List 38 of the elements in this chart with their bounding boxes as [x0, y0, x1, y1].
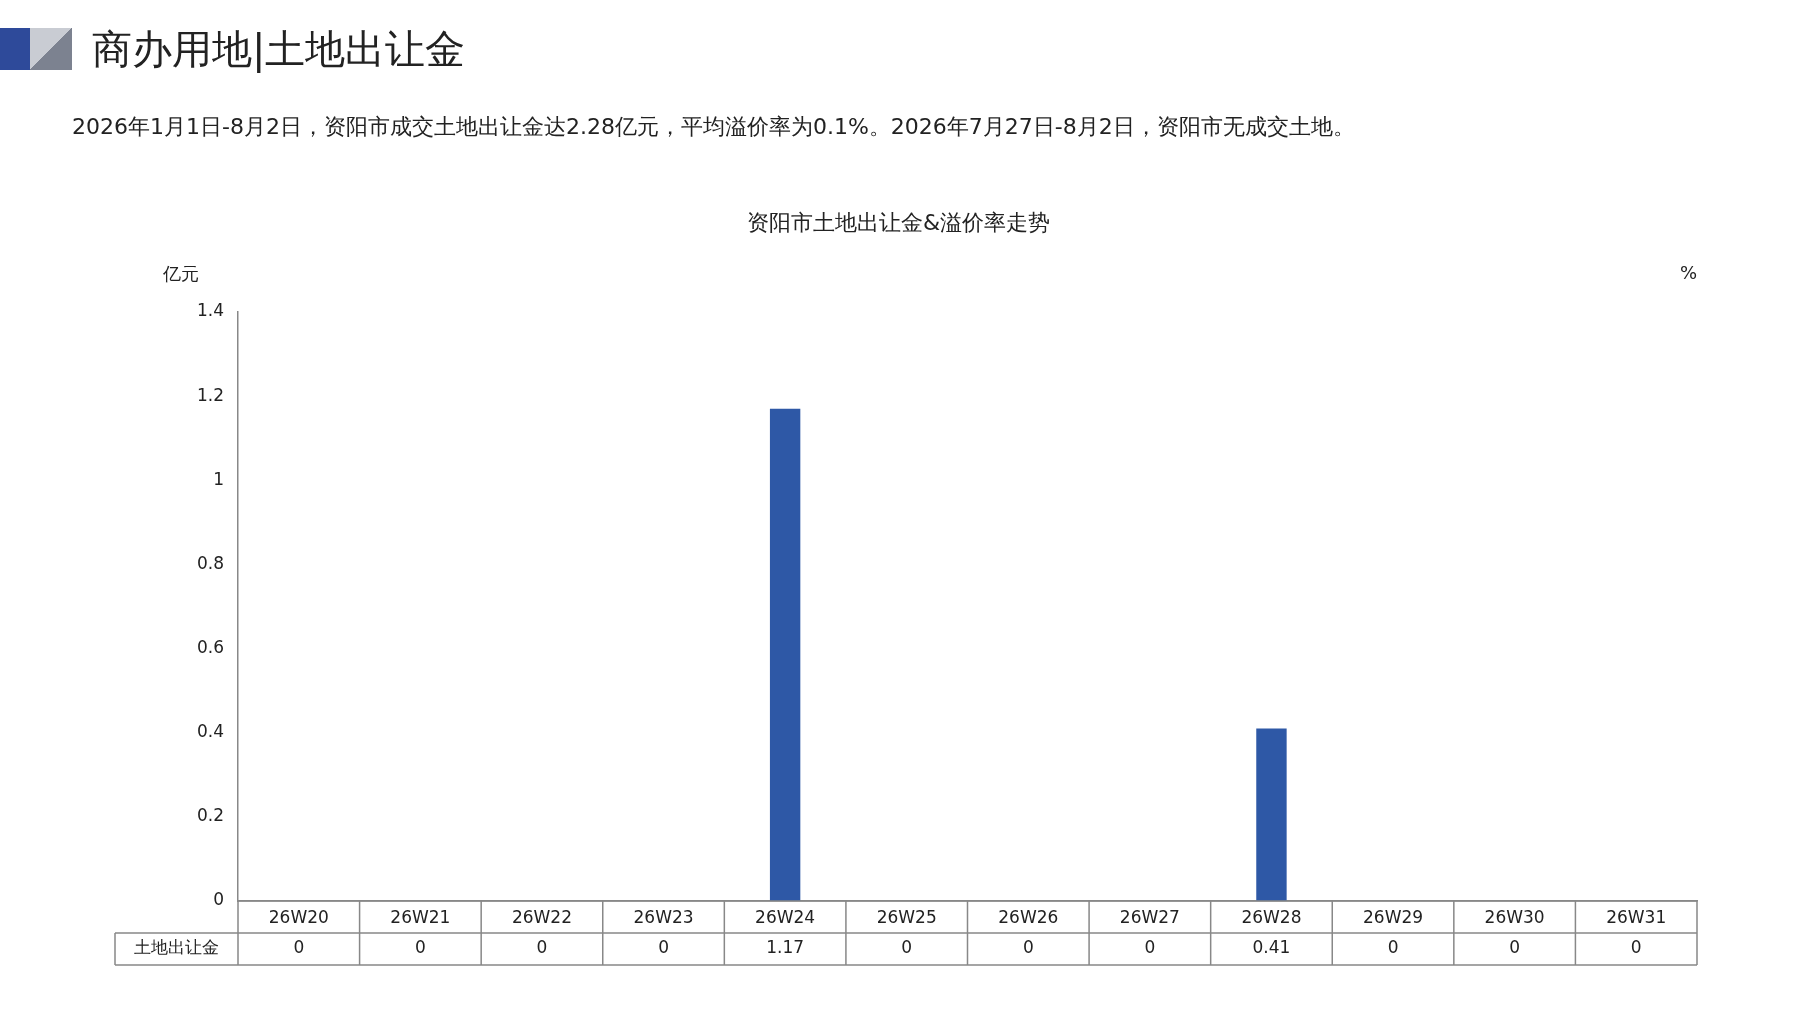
data-label: 0	[1387, 937, 1399, 958]
text: 土地出让金	[134, 937, 219, 958]
x-tick-label: 26W23	[633, 906, 694, 927]
data-label: 0	[414, 937, 426, 958]
y-tick-label: 1	[213, 468, 224, 489]
data-label: 0	[293, 937, 305, 958]
y-axis-title: 亿元	[163, 262, 199, 286]
data-label: 0	[901, 937, 913, 958]
chart-title: 商办用地|土地出让金	[92, 25, 466, 75]
data-label: 0	[1509, 937, 1521, 958]
y-tick-label: 0.6	[196, 636, 224, 657]
data-label: 1.17	[766, 937, 805, 958]
chart-subtitle: 2026年1月1日-8月2日，资阳市成交土地出让金达2.28亿元，平均溢价率为0.1%。2026年7月27日-8月2日，资阳市无成交土地。	[72, 113, 1355, 141]
x-tick-label: 26W22	[511, 906, 572, 927]
y-tick-label: 1.4	[196, 300, 224, 321]
y2-axis-title: %	[1680, 262, 1698, 283]
data-label: 0	[1144, 937, 1156, 958]
data-label: 0	[1630, 937, 1642, 958]
x-tick-label: 26W28	[1241, 906, 1302, 927]
x-tick-label: 26W24	[755, 906, 816, 927]
data-label: 0	[536, 937, 548, 958]
x-tick-label: 26W27	[1119, 906, 1180, 927]
y-tick-label: 0.2	[196, 805, 224, 826]
x-tick-label: 26W20	[268, 906, 329, 927]
y-tick-label: 0.8	[196, 552, 224, 573]
y-tick-label: 0	[213, 889, 224, 910]
text: 资阳市土地出让金&溢价率走势	[745, 209, 1052, 237]
data-label: 0	[1022, 937, 1034, 958]
data-label: 0.41	[1252, 937, 1291, 958]
x-tick-label: 26W30	[1484, 906, 1545, 927]
data-label: 0	[658, 937, 669, 958]
x-tick-label: 26W21	[390, 906, 451, 927]
x-tick-label: 26W29	[1363, 906, 1424, 927]
x-tick-label: 26W26	[998, 906, 1059, 927]
y-tick-label: 0.4	[196, 721, 224, 742]
x-tick-label: 26W31	[1606, 906, 1667, 927]
y-tick-label: 1.2	[196, 384, 224, 405]
x-tick-label: 26W25	[876, 906, 937, 927]
